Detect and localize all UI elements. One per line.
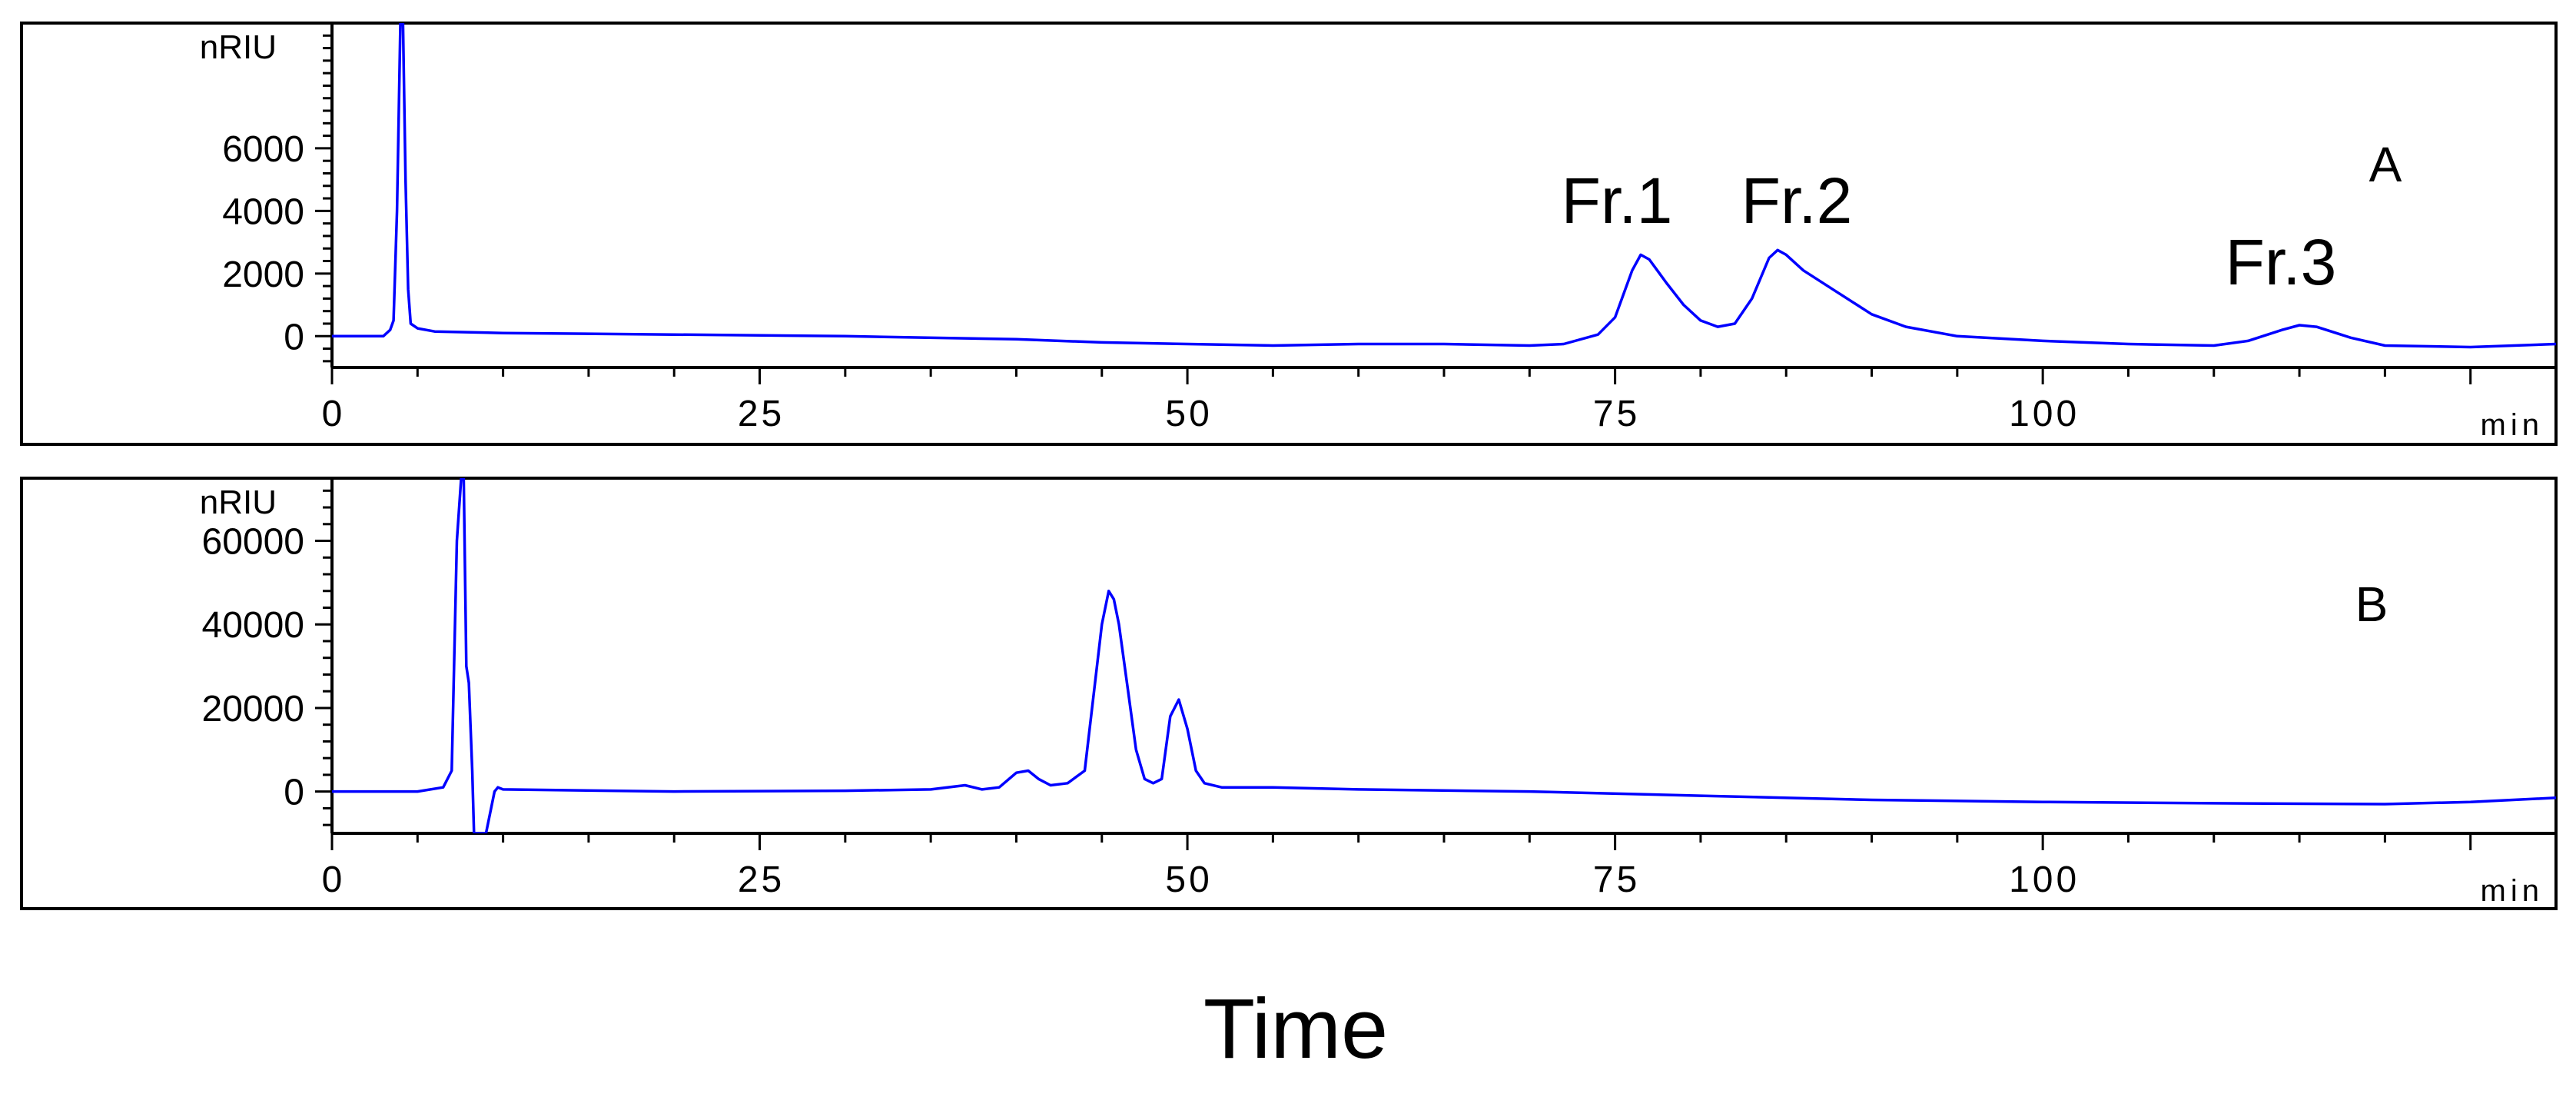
x-tick-label: 0 xyxy=(322,859,343,900)
panel-b-ticks: 0 2 5 5 0 7 5 1 0 0 0 20000 40000 60000 xyxy=(202,489,2558,900)
panel-a-annotation-fr2: Fr.2 xyxy=(1741,165,1853,237)
x-tick-label: 5 0 xyxy=(1165,859,1209,900)
x-tick-label: 7 5 xyxy=(1593,394,1637,434)
panel-a-axes xyxy=(330,23,2556,369)
y-tick-label: 60000 xyxy=(202,522,304,563)
panel-a-ylabel: nRIU xyxy=(200,28,277,66)
panel-a-ticks: 0 2 5 5 0 7 5 1 0 0 0 2000 4000 6000 xyxy=(222,22,2558,434)
panel-a-annotation-fr3: Fr.3 xyxy=(2226,226,2337,298)
panel-b-x-unit: min xyxy=(2481,874,2544,908)
panel-b-ylabel: nRIU xyxy=(200,484,277,521)
y-tick-label: 0 xyxy=(284,317,304,357)
y-tick-label: 40000 xyxy=(202,605,304,646)
y-tick-label: 20000 xyxy=(202,689,304,730)
panel-b-label: B xyxy=(2355,577,2388,632)
panel-a-annotation-fr1: Fr.1 xyxy=(1562,165,1673,237)
y-tick-label: 0 xyxy=(284,773,304,813)
panel-a-label: A xyxy=(2369,137,2402,192)
panel-a-frame xyxy=(20,22,2558,446)
x-tick-label: 2 5 xyxy=(738,859,782,900)
x-tick-label: 0 xyxy=(322,394,343,434)
y-tick-label: 2000 xyxy=(222,254,304,295)
x-tick-label: 1 0 0 xyxy=(2009,859,2076,900)
panel-b-series-line xyxy=(332,478,2556,833)
chart-panel-b: 0 2 5 5 0 7 5 1 0 0 0 20000 40000 60000 nRIU min… xyxy=(20,477,2558,910)
panel-a-x-unit: min xyxy=(2481,408,2544,442)
x-tick-label: 1 0 0 xyxy=(2009,394,2076,434)
y-tick-label: 6000 xyxy=(222,129,304,170)
y-tick-label: 4000 xyxy=(222,191,304,232)
panel-a-series-line xyxy=(332,23,2556,349)
panel-b-axes xyxy=(330,478,2556,835)
panel-b-frame xyxy=(20,477,2558,910)
x-tick-label: 2 5 xyxy=(738,394,782,434)
x-tick-label: 7 5 xyxy=(1593,859,1637,900)
x-tick-label: 5 0 xyxy=(1165,394,1209,434)
figure-xlabel: Time xyxy=(1203,982,1388,1076)
